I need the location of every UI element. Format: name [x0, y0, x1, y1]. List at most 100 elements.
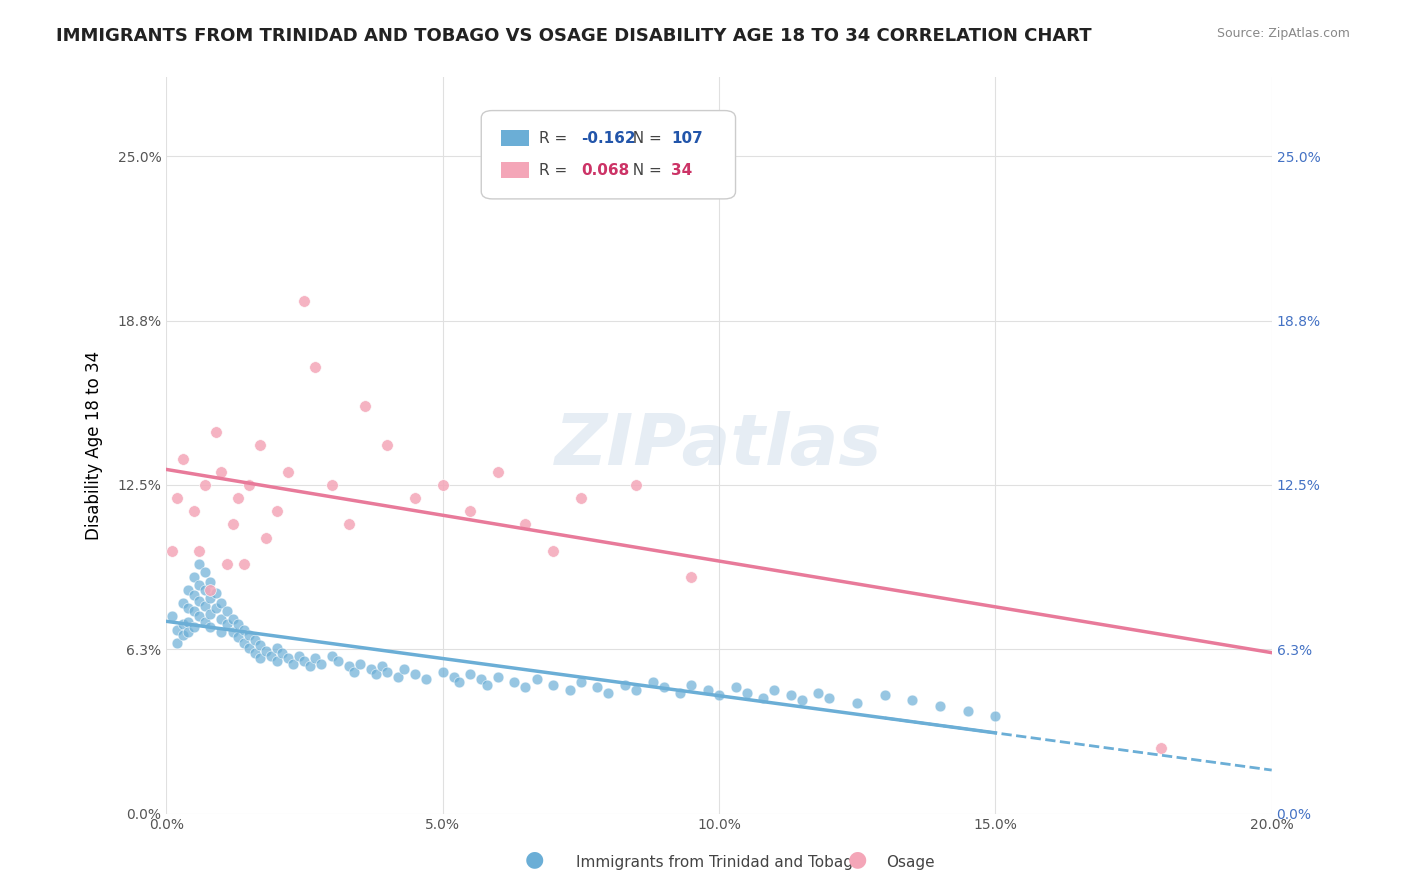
- Point: [188, 578, 211, 592]
- Point: [292, 293, 315, 308]
- Point: [249, 651, 271, 665]
- Point: [541, 678, 564, 692]
- Point: [304, 651, 326, 665]
- Point: [172, 628, 194, 642]
- Point: [260, 648, 283, 663]
- Point: [177, 583, 200, 598]
- Point: [226, 617, 249, 632]
- Point: [232, 557, 254, 571]
- Point: [929, 698, 952, 713]
- Point: [211, 612, 233, 626]
- Point: [475, 678, 498, 692]
- Point: [183, 588, 205, 602]
- Point: [166, 491, 188, 505]
- Point: [188, 557, 211, 571]
- Point: [188, 609, 211, 624]
- Point: [183, 604, 205, 618]
- Point: [901, 693, 924, 707]
- Point: [1150, 740, 1173, 755]
- Point: [205, 425, 228, 440]
- Point: [226, 631, 249, 645]
- Point: [696, 683, 718, 698]
- Text: ZIPatlas: ZIPatlas: [555, 411, 883, 480]
- Point: [183, 570, 205, 584]
- Point: [194, 583, 217, 598]
- Point: [443, 670, 465, 684]
- Point: [458, 667, 481, 681]
- Point: [215, 604, 238, 618]
- Point: [200, 607, 222, 621]
- Text: -0.162: -0.162: [581, 131, 636, 146]
- Text: 34: 34: [672, 163, 693, 178]
- Point: [205, 601, 228, 615]
- Point: [614, 678, 637, 692]
- Point: [249, 438, 271, 452]
- Point: [172, 451, 194, 466]
- Point: [404, 491, 426, 505]
- Point: [371, 659, 394, 673]
- Point: [681, 678, 703, 692]
- Point: [818, 690, 841, 705]
- Point: [470, 673, 492, 687]
- Point: [277, 465, 299, 479]
- Point: [166, 635, 188, 649]
- Point: [183, 620, 205, 634]
- Point: [288, 648, 311, 663]
- Point: [160, 609, 183, 624]
- Text: Immigrants from Trinidad and Tobago: Immigrants from Trinidad and Tobago: [576, 855, 863, 870]
- Point: [449, 675, 471, 690]
- Point: [194, 565, 217, 579]
- Point: [194, 615, 217, 629]
- Y-axis label: Disability Age 18 to 34: Disability Age 18 to 34: [86, 351, 103, 540]
- Point: [432, 478, 454, 492]
- Text: N =: N =: [623, 131, 666, 146]
- Point: [387, 670, 409, 684]
- Text: Osage: Osage: [886, 855, 935, 870]
- FancyBboxPatch shape: [501, 129, 529, 146]
- Text: R =: R =: [538, 163, 572, 178]
- Point: [254, 643, 277, 657]
- Point: [238, 628, 260, 642]
- Point: [304, 359, 326, 374]
- Point: [215, 557, 238, 571]
- Point: [221, 517, 243, 532]
- Point: [243, 633, 266, 648]
- Point: [624, 683, 647, 698]
- Point: [807, 685, 830, 699]
- Point: [221, 625, 243, 640]
- Point: [586, 681, 609, 695]
- Point: [360, 662, 382, 676]
- Point: [326, 654, 349, 668]
- Point: [194, 478, 217, 492]
- Point: [177, 601, 200, 615]
- Point: [763, 683, 786, 698]
- Point: [292, 654, 315, 668]
- Point: [503, 675, 526, 690]
- Point: [681, 570, 703, 584]
- Point: [243, 646, 266, 660]
- Text: IMMIGRANTS FROM TRINIDAD AND TOBAGO VS OSAGE DISABILITY AGE 18 TO 34 CORRELATION: IMMIGRANTS FROM TRINIDAD AND TOBAGO VS O…: [56, 27, 1092, 45]
- Point: [956, 704, 979, 718]
- Point: [569, 491, 592, 505]
- Point: [177, 615, 200, 629]
- Point: [652, 681, 675, 695]
- Point: [215, 617, 238, 632]
- Point: [569, 675, 592, 690]
- Point: [177, 625, 200, 640]
- Point: [515, 517, 537, 532]
- Point: [321, 478, 343, 492]
- Point: [984, 709, 1007, 723]
- Point: [624, 478, 647, 492]
- Point: [790, 693, 813, 707]
- Point: [298, 659, 321, 673]
- Point: [211, 465, 233, 479]
- Point: [309, 657, 332, 671]
- Point: [375, 438, 398, 452]
- Point: [200, 620, 222, 634]
- Point: [226, 491, 249, 505]
- Point: [238, 478, 260, 492]
- Point: [375, 665, 398, 679]
- Point: [349, 657, 371, 671]
- Point: [277, 651, 299, 665]
- Point: [458, 504, 481, 518]
